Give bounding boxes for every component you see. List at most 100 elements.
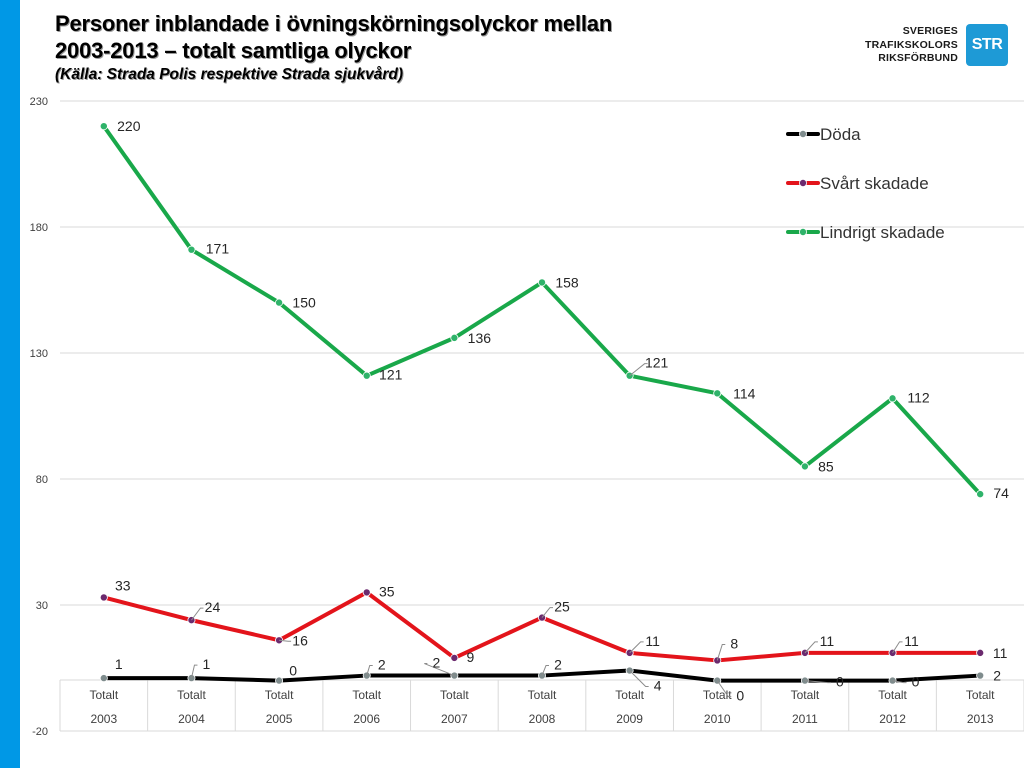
category-label-year: 2005 <box>266 712 293 726</box>
data-label: 4 <box>654 678 662 694</box>
data-label-leader-line <box>191 607 204 621</box>
category-label-year: 2006 <box>353 712 380 726</box>
data-point-series-2 <box>275 298 284 307</box>
data-label: 121 <box>645 355 669 371</box>
data-label: 2 <box>378 657 386 673</box>
data-point-series-1 <box>99 593 108 602</box>
data-point-series-2 <box>538 278 547 287</box>
logo-box-icon: STR <box>966 24 1008 66</box>
data-label-leader-line <box>541 607 553 618</box>
data-label-leader-line <box>892 641 903 654</box>
logo-text-line-1: SVERIGES <box>902 25 958 37</box>
category-label-year: 2012 <box>879 712 906 726</box>
data-label: 33 <box>115 577 131 593</box>
legend-entry-label: Lindrigt skadade <box>820 223 945 242</box>
data-label: 136 <box>468 330 492 346</box>
title-block: Personer inblandade i övningskörningsoly… <box>55 10 612 86</box>
data-label: 25 <box>554 599 570 615</box>
data-point-series-1 <box>976 648 985 657</box>
data-label: 1 <box>115 656 123 672</box>
legend-swatch-marker <box>799 227 808 236</box>
data-point-series-0 <box>99 674 108 683</box>
data-label-leader-line <box>279 639 292 642</box>
data-label-leader-line <box>424 663 455 677</box>
data-label: 2 <box>993 668 1001 684</box>
data-label-leader-line <box>892 680 907 684</box>
category-label-year: 2010 <box>704 712 731 726</box>
category-label-top: Totalt <box>528 688 557 702</box>
data-label: 24 <box>205 599 221 615</box>
data-point-series-2 <box>99 122 108 131</box>
data-label-leader-line <box>629 670 649 688</box>
category-label-year: 2004 <box>178 712 205 726</box>
data-point-series-0 <box>362 671 371 680</box>
y-tick-label-130: 130 <box>30 348 48 360</box>
data-label: 158 <box>555 274 579 290</box>
data-label-leader-line <box>716 643 726 661</box>
data-label: 35 <box>379 583 395 599</box>
series-line-1 <box>101 590 983 663</box>
y-tick-label-30: 30 <box>36 600 48 612</box>
y-tick-label--20: -20 <box>32 726 48 738</box>
data-point-series-0 <box>976 671 985 680</box>
y-tick-label-230: 230 <box>30 96 48 108</box>
data-point-series-2 <box>362 371 371 380</box>
data-label: 112 <box>907 389 930 405</box>
data-label: 11 <box>645 633 660 649</box>
data-label: 114 <box>733 385 756 401</box>
category-label-top: Totalt <box>615 688 644 702</box>
data-point-series-2 <box>713 389 722 398</box>
data-point-series-1 <box>362 588 371 597</box>
logo-text: SVERIGES TRAFIKSKOLORS RIKSFÖRBUND <box>865 25 958 66</box>
data-point-series-2 <box>800 462 809 471</box>
data-label-leader-line <box>541 665 549 676</box>
data-label-leader-line <box>629 641 644 654</box>
data-point-series-2 <box>187 245 196 254</box>
data-point-series-2 <box>450 333 459 342</box>
legend-entry-label: Svårt skadade <box>820 174 929 193</box>
data-label-leader-line <box>190 664 198 679</box>
data-label: 121 <box>379 367 403 383</box>
data-label: 0 <box>289 663 297 679</box>
data-label: 220 <box>117 118 141 134</box>
category-label-top: Totalt <box>878 688 907 702</box>
category-label-top: Totalt <box>440 688 469 702</box>
data-label: 171 <box>206 241 230 257</box>
category-label-top: Totalt <box>791 688 820 702</box>
data-label: 0 <box>836 674 844 690</box>
data-label: 16 <box>292 632 308 648</box>
chart-title-line-1: Personer inblandade i övningskörningsoly… <box>55 11 613 36</box>
data-point-series-0 <box>538 671 547 680</box>
data-label: 2 <box>554 657 562 673</box>
data-point-series-2 <box>888 394 897 403</box>
category-label-year: 2013 <box>967 712 994 726</box>
data-label: 11 <box>820 633 835 649</box>
category-label-top: Totalt <box>89 688 118 702</box>
data-point-series-1 <box>450 653 459 662</box>
data-label-leader-line <box>716 680 732 698</box>
data-point-series-0 <box>450 671 459 680</box>
data-label: 8 <box>730 635 738 651</box>
data-label-leader-line <box>366 665 373 676</box>
data-label: 85 <box>818 458 834 474</box>
data-label: 11 <box>904 633 919 649</box>
category-label-top: Totalt <box>966 688 995 702</box>
data-point-series-1 <box>713 656 722 665</box>
data-label: 1 <box>203 656 211 672</box>
category-label-top: Totalt <box>177 688 206 702</box>
data-point-series-0 <box>275 676 284 685</box>
chart-title-line-2: 2003-2013 – totalt samtliga olyckor <box>55 38 412 63</box>
category-label-top: Totalt <box>265 688 294 702</box>
data-label: 74 <box>993 485 1009 501</box>
logo-text-line-3: RIKSFÖRBUND <box>878 52 958 64</box>
data-label: 2 <box>432 655 440 671</box>
legend-swatch-marker <box>799 129 808 138</box>
data-point-series-1 <box>187 616 196 625</box>
category-label-top: Totalt <box>352 688 381 702</box>
legend-swatch-marker <box>799 178 808 187</box>
category-label-top: Totalt <box>703 688 732 702</box>
category-label-year: 2007 <box>441 712 468 726</box>
data-point-series-0 <box>187 674 196 683</box>
category-label-year: 2011 <box>792 712 818 726</box>
